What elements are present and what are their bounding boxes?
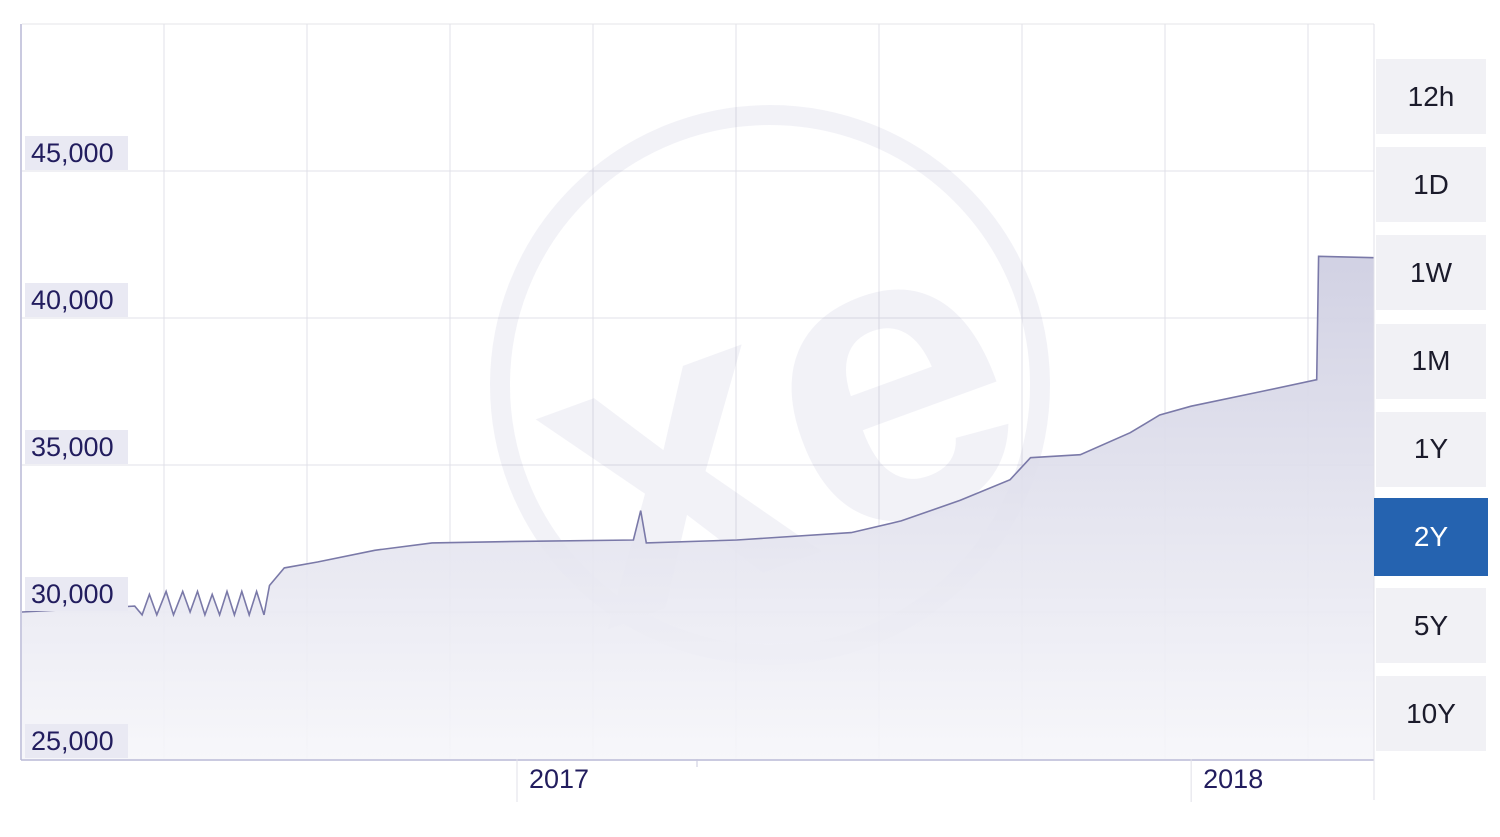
range-button-10y[interactable]: 10Y — [1376, 676, 1486, 752]
range-button-1m[interactable]: 1M — [1376, 323, 1486, 399]
x-tick-label: 2018 — [1203, 764, 1264, 794]
series-line — [21, 255, 1375, 618]
y-tick-label: 25,000 — [25, 724, 128, 758]
y-tick-label: 40,000 — [25, 283, 128, 317]
range-button-1y[interactable]: 1Y — [1376, 411, 1486, 487]
range-button-5y[interactable]: 5Y — [1376, 588, 1486, 664]
y-tick-label: 45,000 — [25, 136, 128, 170]
area-fill — [22, 256, 1374, 759]
range-button-1d[interactable]: 1D — [1376, 147, 1486, 223]
range-button-1w[interactable]: 1W — [1376, 235, 1486, 311]
y-tick-label: 35,000 — [25, 430, 128, 464]
y-tick-label: 30,000 — [25, 577, 128, 611]
axes — [20, 24, 1375, 802]
range-button-12h[interactable]: 12h — [1376, 59, 1486, 134]
x-tick-label: 2017 — [528, 764, 590, 794]
range-button-2y[interactable]: 2Y — [1374, 498, 1488, 576]
